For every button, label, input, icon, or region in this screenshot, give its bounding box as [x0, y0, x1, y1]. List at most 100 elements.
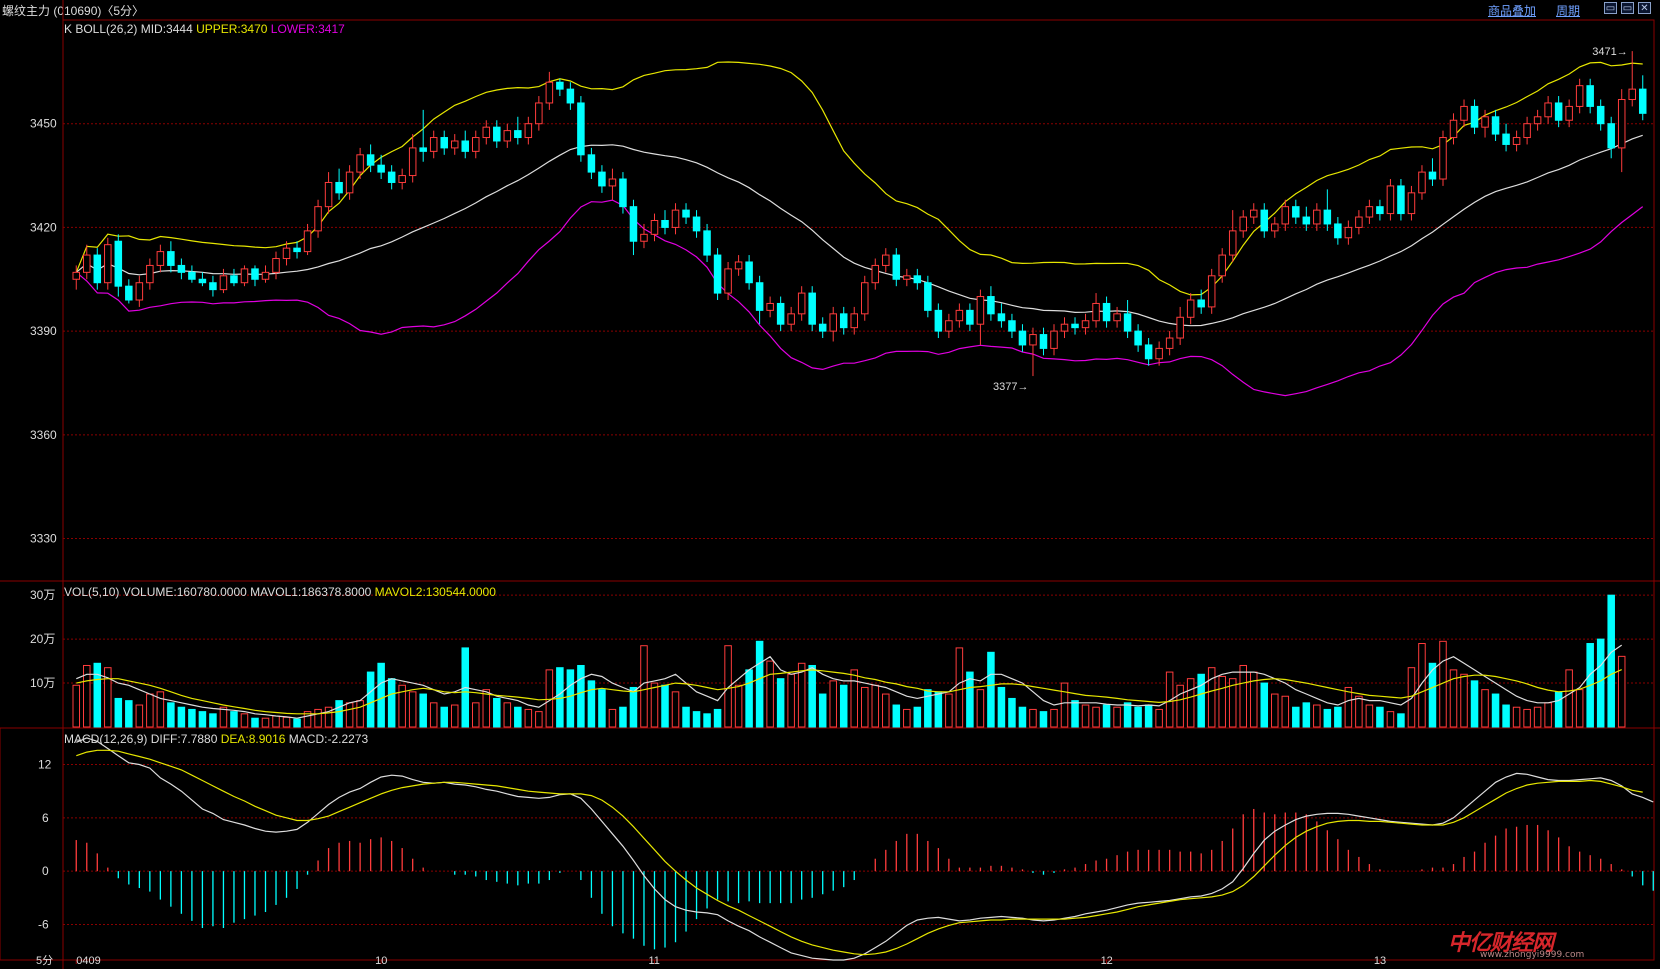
boll-mid-value: MID:3444 — [141, 22, 196, 36]
macd-value: MACD:-2.2273 — [289, 732, 369, 746]
volume-bar — [619, 706, 627, 728]
candle-body — [83, 254, 91, 273]
candle-body — [125, 285, 133, 301]
volume-bar — [882, 693, 890, 728]
macd-y-tick-label: -6 — [38, 917, 49, 931]
mavol1-value: MAVOL1:186378.8000 — [250, 585, 375, 599]
volume-bar — [682, 706, 690, 728]
candle-body — [1397, 185, 1405, 215]
candle-body — [1113, 313, 1121, 322]
volume-bar — [776, 678, 785, 728]
candle-body — [408, 147, 417, 177]
volume-bar — [1218, 675, 1226, 728]
macd-y-tick-label: 6 — [42, 811, 49, 825]
candle-body — [72, 271, 81, 280]
candle-body — [156, 251, 165, 266]
x-tick-label: 10 — [375, 955, 387, 967]
volume-bar — [398, 684, 406, 728]
candle-body — [345, 171, 354, 194]
volume-bar — [797, 662, 806, 728]
volume-bar — [934, 691, 943, 728]
volume-bar — [1239, 664, 1247, 728]
candle-body — [1386, 185, 1395, 215]
boll-upper-line — [75, 61, 1643, 296]
restore-icon[interactable]: ▭ — [1604, 2, 1617, 14]
candle-body — [1323, 209, 1332, 225]
volume-bar — [1197, 673, 1205, 728]
close-icon[interactable]: ✕ — [1638, 2, 1651, 14]
volume-bar — [1355, 695, 1363, 728]
volume-bar — [83, 664, 91, 728]
candle-body — [366, 154, 375, 166]
candle-body — [493, 126, 501, 142]
volume-bar — [1092, 706, 1100, 728]
diff-line — [76, 737, 1654, 961]
x-tick-label: 12 — [1101, 955, 1113, 967]
volume-bar — [1617, 655, 1626, 728]
volume-bar — [1449, 669, 1458, 728]
volume-bar — [230, 711, 238, 728]
candle-body — [882, 254, 890, 266]
candle-body — [997, 313, 1006, 322]
maximize-icon[interactable]: ▭ — [1621, 2, 1634, 14]
x-tick-label: 0409 — [76, 955, 100, 967]
candle-body — [1554, 102, 1563, 121]
plot-frame — [62, 19, 1655, 961]
candle-body — [1155, 347, 1163, 360]
volume-bar — [1481, 689, 1489, 728]
candle-body — [766, 302, 774, 311]
candle-body — [1092, 302, 1100, 322]
volume-value: VOLUME:160780.0000 — [123, 585, 250, 599]
diff-value: DIFF:7.7880 — [151, 732, 221, 746]
candle-body — [976, 296, 985, 325]
macd-y-tick-label: 12 — [38, 758, 52, 772]
candle-body — [1334, 223, 1342, 239]
candle-body — [1481, 116, 1489, 128]
candle-body — [450, 140, 459, 149]
volume-bar — [1334, 706, 1342, 728]
volume-bar — [745, 669, 753, 728]
volume-bar — [829, 680, 837, 728]
volume-bar — [566, 669, 575, 728]
volume-bar — [703, 713, 711, 728]
candle-body — [524, 123, 533, 139]
volume-bar — [997, 686, 1006, 728]
candle-body — [640, 233, 648, 242]
volume-bar — [1102, 704, 1111, 728]
volume-bar — [272, 715, 280, 728]
candle-body — [598, 171, 606, 187]
volume-bar — [514, 706, 522, 728]
volume-bar — [251, 717, 259, 728]
candle-body — [1439, 137, 1447, 180]
volume-bar — [209, 713, 217, 728]
candle-body — [924, 282, 932, 311]
volume-bar — [850, 669, 859, 728]
candle-body — [303, 230, 312, 253]
volume-bar — [1071, 700, 1079, 728]
volume-bar — [345, 702, 354, 728]
volume-bar — [535, 711, 543, 728]
candle-body — [398, 175, 406, 183]
window-title: 螺纹主力 (010690)〈5分〉 — [2, 4, 145, 18]
candle-body — [1407, 192, 1416, 215]
candle-body — [514, 130, 522, 139]
volume-bar — [167, 702, 175, 728]
candle-body — [1512, 137, 1521, 145]
candle-body — [167, 251, 175, 266]
candle-body — [818, 323, 827, 332]
period-link[interactable]: 周期 — [1556, 4, 1581, 18]
overlay-link[interactable]: 商品叠加 — [1488, 4, 1537, 18]
candle-body — [1533, 116, 1542, 125]
candle-body — [440, 137, 448, 149]
volume-bar — [198, 711, 207, 728]
volume-bar — [1228, 678, 1237, 728]
candle-body — [314, 206, 322, 232]
volume-bar — [713, 708, 722, 728]
candle-body — [1239, 216, 1247, 232]
watermark-url: www.zhongyi9999.com — [1480, 950, 1585, 960]
volume-bar — [1260, 682, 1269, 728]
candle-body — [945, 320, 953, 332]
volume-bar — [261, 717, 270, 728]
candle-body — [1491, 116, 1500, 135]
